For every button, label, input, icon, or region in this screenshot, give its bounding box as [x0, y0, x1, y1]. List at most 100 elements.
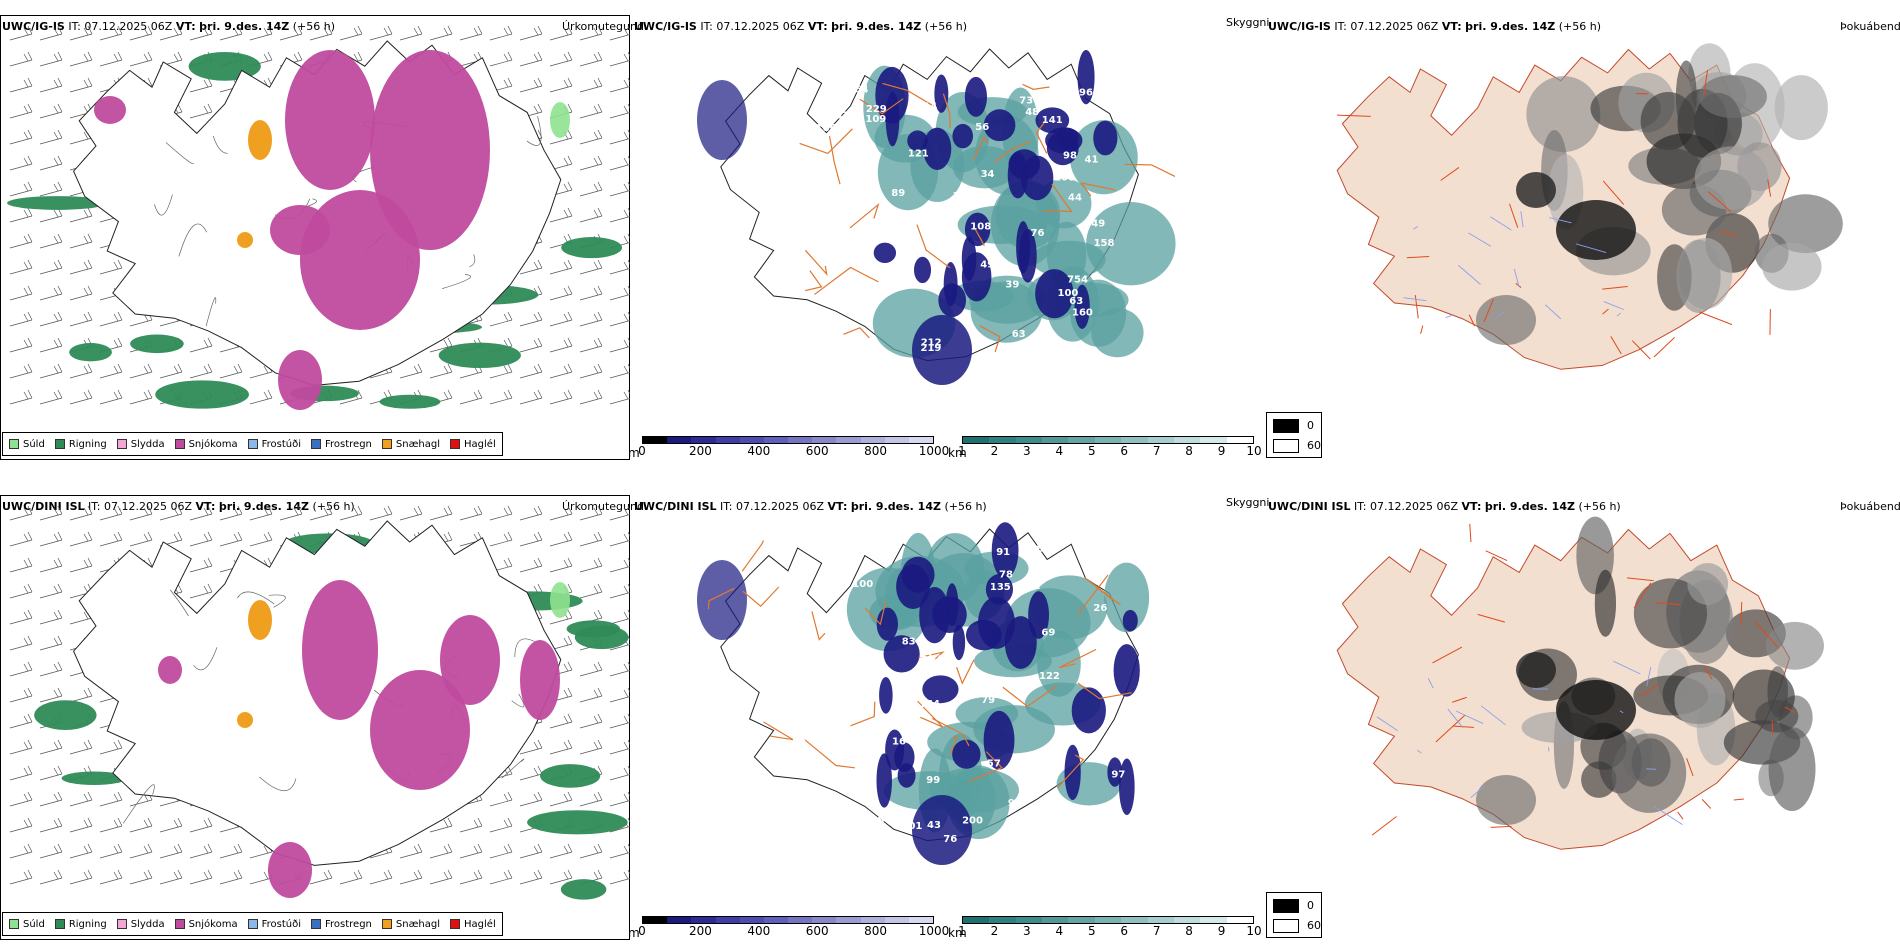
legend-label: Snæhagl	[395, 918, 441, 930]
colorbar-tick: 3	[1023, 924, 1031, 938]
cloud-base-value: 39	[1005, 280, 1019, 291]
colorbar-tick: 0	[638, 924, 646, 938]
precip-legend: Súld Rigning Slydda Snjókoma Frostúði Frostre…	[2, 432, 503, 456]
legend-swatch	[381, 919, 392, 929]
fog-panel: UWC/DINI ISL IT: 07.12.2025 06Z VT: þri.…	[1266, 480, 1900, 950]
cloud-base-value: 108	[1054, 172, 1075, 183]
colorbar-tick: 6	[1120, 444, 1129, 458]
legend-label: Snjókoma	[188, 438, 238, 450]
precip-type-panel: UWC/DINI ISL IT: 07.12.2025 06Z VT: þri.…	[0, 480, 644, 950]
colorbar-tick: 9	[1217, 444, 1226, 458]
cloud-base-value: 152	[1016, 68, 1037, 79]
cloud-base-value: 73	[1019, 96, 1033, 107]
colorbar-unit: km	[948, 926, 967, 940]
colorbar-tick: 4	[1055, 924, 1064, 938]
cloud-base-value: 214	[916, 102, 937, 113]
legend-swatch	[311, 919, 321, 929]
cloud-base-value: 82	[1098, 743, 1112, 754]
cloud-base-value: 99	[797, 833, 811, 844]
cloud-base-value: 43	[927, 820, 941, 831]
legend-item: Snjókoma	[174, 438, 238, 450]
legend-item: Haglél	[450, 919, 496, 930]
legend-swatch	[311, 439, 321, 449]
cloud-base-value: 212	[921, 337, 942, 348]
colorbar-cloud-base: m 0 200 400 600 800 1000	[628, 916, 949, 940]
panel-title: Skyggni	[1226, 16, 1270, 29]
panel-title: Þokuábendi	[1840, 500, 1900, 513]
fog-legend-swatch	[1273, 899, 1299, 913]
legend-swatch	[54, 919, 65, 929]
cloud-base-value: 89	[891, 188, 905, 199]
colorbar-tick: 600	[805, 924, 829, 938]
cloud-base-value: 351	[834, 782, 855, 793]
precip-map	[9, 505, 630, 900]
cloud-base-value: 96	[1008, 798, 1022, 809]
colorbar-tick: 800	[864, 924, 888, 938]
colorbar-tick: 8	[1185, 924, 1193, 938]
legend-label: Haglél	[464, 918, 496, 930]
colorbar-visibility: km 1 2 3 4 5 6 7 8 9 10	[948, 916, 1262, 940]
cloud-base-value: 78	[999, 569, 1013, 580]
legend-label: Haglél	[464, 438, 496, 450]
cloud-visibility-panel: UWC/DINI ISL IT: 07.12.2025 06Z VT: þri.…	[628, 480, 1269, 950]
cloud-base-value: 305	[823, 293, 844, 304]
fog-legend-label: 0	[1307, 899, 1314, 912]
cloud-base-value: 219	[921, 343, 942, 354]
colorbar-tick: 2	[990, 924, 999, 938]
fog-map	[1336, 43, 1843, 370]
legend-label: Frostregn	[325, 438, 372, 450]
cloud-base-value: 229	[866, 104, 887, 115]
colorbar-tick: 200	[688, 924, 712, 938]
cloud-base-value: 134	[1138, 92, 1159, 103]
cloud-base-value: 95	[1052, 803, 1066, 814]
cloud-base-value: 116	[1072, 805, 1093, 816]
fog-legend: 0 60	[1266, 892, 1322, 938]
colorbar-tick: 1000	[918, 444, 950, 458]
cloud-base-value: 157	[802, 312, 823, 323]
legend-item: Slydda	[116, 919, 165, 930]
cloud-base-value: 100	[852, 579, 873, 590]
forecast-row-dini: UWC/DINI ISL IT: 07.12.2025 06Z VT: þri.…	[0, 480, 1900, 950]
cloud-base-value: 16	[892, 736, 906, 747]
cloud-visibility-panel: UWC/IG-IS IT: 07.12.2025 06Z VT: þri. 9.…	[628, 0, 1270, 470]
colorbar-tick: 5	[1087, 444, 1096, 458]
cloud-base-value: 160	[1072, 308, 1093, 319]
cloud-base-value: 154	[919, 699, 940, 710]
legend-label: Rigning	[68, 918, 107, 930]
colorbar-tick: 4	[1055, 444, 1064, 458]
colorbar-tick: 2	[990, 444, 999, 458]
legend-label: Slydda	[130, 438, 165, 450]
cloud-base-value: 52	[1027, 581, 1041, 592]
cloud-base-value: 91	[996, 547, 1010, 558]
legend-item: Rigning	[54, 918, 107, 930]
legend-item: Haglél	[450, 439, 496, 450]
cloud-base-value: 240	[861, 825, 882, 836]
cloud-base-value: 93	[759, 170, 773, 181]
panel-title: Úrkomutegund	[562, 20, 644, 33]
cloud-base-value: 101	[902, 821, 923, 832]
colorbar-tick: 1	[958, 444, 966, 458]
cloud-base-value: 137	[1069, 107, 1090, 118]
cloud-base-value: 200	[962, 815, 983, 826]
cloud-base-value: 162	[797, 160, 818, 171]
fog-legend-label: 60	[1307, 919, 1321, 932]
precip-legend: Súld Rigning Slydda Snjókoma Frostúði Frostre…	[2, 912, 503, 936]
legend-item: Súld	[9, 919, 45, 930]
cloud-base-value: 99	[926, 775, 940, 786]
cloud-base-value: 49	[1091, 219, 1105, 230]
legend-label: Súld	[23, 438, 45, 450]
cloud-base-value: 186	[816, 123, 837, 134]
cloud-map: 186 79 60 78 135 41 101 67 99 97 91 99 200 240 100 57 76…	[697, 522, 1150, 865]
legend-item: Snjókoma	[174, 919, 238, 930]
colorbar-visibility: km 1 2 3 4 5 6 7 8 9 10	[948, 436, 1262, 460]
cloud-base-value: 64	[855, 84, 869, 95]
cloud-base-value: 63	[1069, 296, 1083, 307]
cloud-base-value: 96	[1079, 88, 1093, 99]
legend-item: Slydda	[116, 438, 165, 450]
colorbar-tick: 800	[864, 444, 888, 458]
cloud-base-value: 57	[797, 652, 811, 663]
colorbar-tick: 600	[805, 444, 829, 458]
cloud-base-value: 60	[993, 842, 1007, 853]
fog-map	[1336, 516, 1824, 850]
legend-item: Snæhagl	[381, 439, 440, 450]
